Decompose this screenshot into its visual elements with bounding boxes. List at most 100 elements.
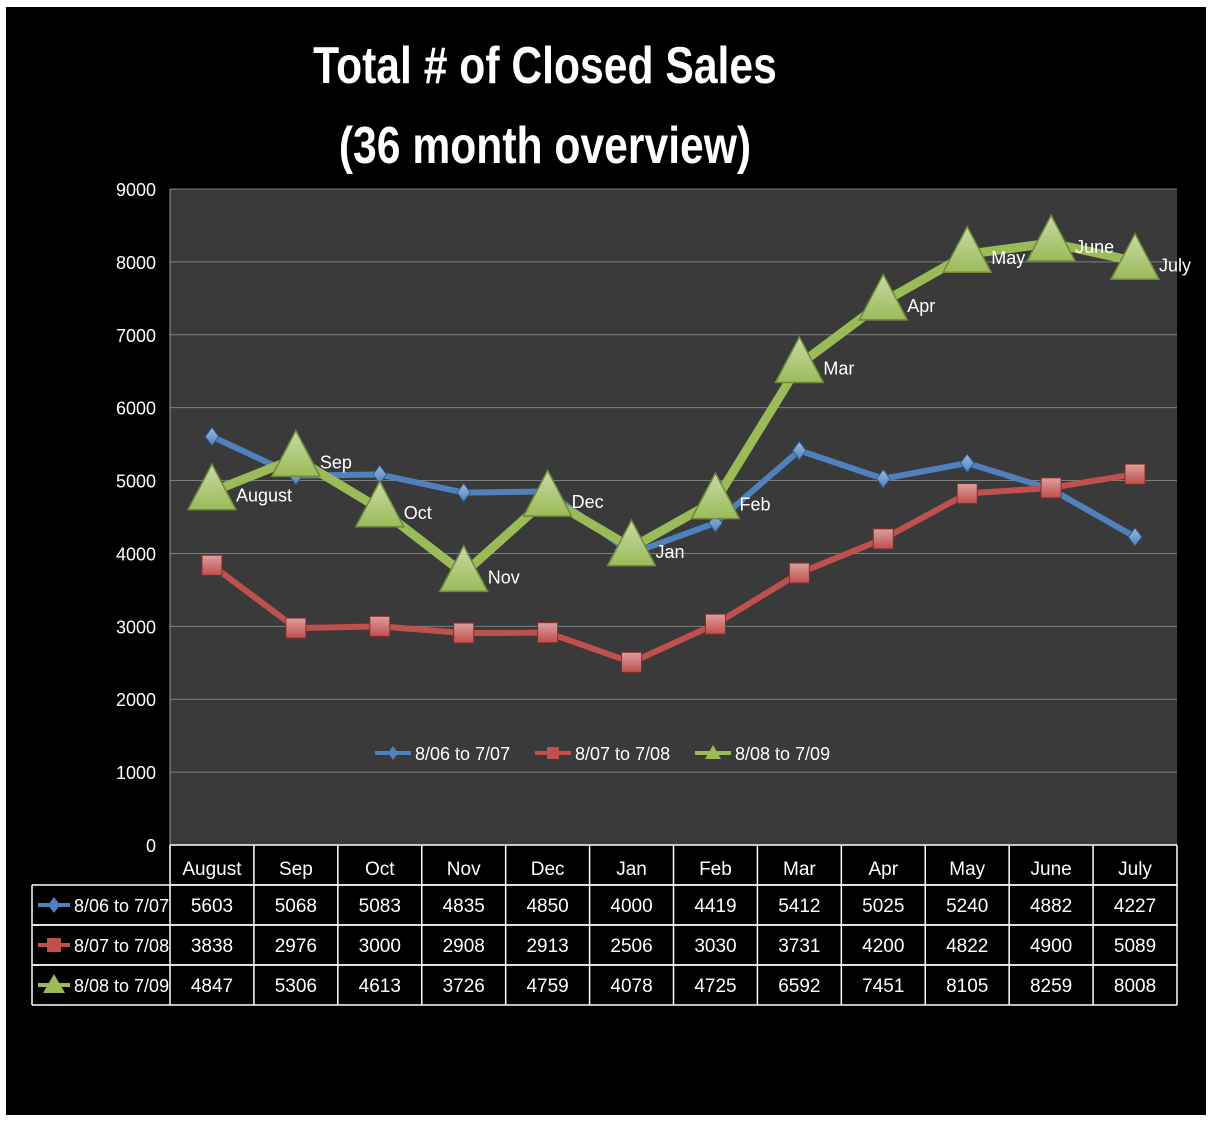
y-tick-label: 9000 [116, 180, 156, 200]
point-category-label: July [1159, 255, 1191, 275]
table-cell-value: 4200 [862, 936, 904, 957]
legend-label: 8/07 to 7/08 [575, 744, 670, 764]
category-header: July [1118, 859, 1152, 880]
series-2 [201, 463, 1146, 673]
table-cell-value: 3030 [694, 936, 736, 957]
point-category-label: May [991, 248, 1025, 268]
table-cell-value: 4835 [443, 896, 485, 917]
legend-marker [705, 745, 721, 759]
legend-label: 8/06 to 7/07 [415, 744, 510, 764]
plot-area [170, 189, 1177, 845]
data-point [858, 272, 909, 321]
category-header: Jan [616, 859, 647, 880]
data-point [788, 562, 810, 584]
data-point [204, 426, 220, 447]
table-cell-value: 2506 [610, 936, 652, 957]
table-cell-value: 5603 [191, 896, 233, 917]
data-point [201, 554, 223, 576]
chart-title: Total # of Closed Sales (36 month overvi… [98, 26, 992, 186]
table-row: 8/07 to 7/08 3838 2976 3000 2908 2913 2506 3030… [38, 936, 1156, 957]
category-header: Feb [699, 859, 732, 880]
data-point [354, 479, 406, 528]
point-category-label: Jan [656, 542, 685, 562]
table-cell-value: 4822 [946, 936, 988, 957]
series-line [208, 471, 1139, 666]
table-cell-value: 7451 [862, 976, 904, 997]
legend-key-marker [43, 974, 65, 993]
data-point [453, 622, 475, 644]
table-cell-value: 4900 [1030, 936, 1072, 957]
y-tick-label: 2000 [116, 690, 156, 710]
data-table: 8/06 to 7/07 5603 5068 5083 4835 4850 4000 4419… [31, 844, 1178, 1006]
table-cell-value: 3000 [359, 936, 401, 957]
data-point [1025, 213, 1077, 262]
table-cell-value: 4882 [1030, 896, 1072, 917]
y-tick-label: 6000 [116, 399, 156, 419]
category-header: August [182, 859, 242, 880]
data-point [792, 440, 807, 461]
point-category-label: Nov [488, 567, 520, 587]
y-tick-label: 4000 [116, 544, 156, 564]
table-cell-value: 4419 [694, 896, 736, 917]
data-point [456, 482, 472, 503]
table-cell-value: 3731 [778, 936, 820, 957]
table-cell-value: 5089 [1114, 936, 1156, 957]
y-tick-label: 7000 [116, 326, 156, 346]
data-point [956, 483, 978, 505]
table-row: 8/06 to 7/07 5603 5068 5083 4835 4850 4000 4419… [38, 896, 1156, 917]
data-point [438, 544, 489, 593]
data-point [774, 335, 825, 384]
y-tick-label: 8000 [116, 253, 156, 273]
table-cell-value: 4725 [694, 976, 736, 997]
data-point [369, 615, 391, 637]
legend-entry: 8/06 to 7/07 [375, 744, 510, 764]
y-tick-label: 5000 [116, 472, 156, 492]
table-cell-value: 2908 [443, 936, 485, 957]
data-point [690, 471, 741, 520]
table-cell-value: 5068 [275, 896, 317, 917]
series-3 [186, 213, 1161, 593]
table-cell-value: 5025 [862, 896, 904, 917]
data-point [285, 617, 307, 639]
data-point [621, 651, 643, 673]
table-cell-value: 4759 [526, 976, 568, 997]
legend-entry: 8/08 to 7/09 [695, 744, 830, 764]
table-cell-value: 4227 [1114, 896, 1156, 917]
y-tick-label: 0 [146, 836, 156, 856]
row-series-label: 8/07 to 7/08 [74, 936, 169, 956]
category-header: Sep [279, 859, 313, 880]
row-series-label: 8/08 to 7/09 [74, 976, 169, 996]
category-header: Oct [365, 859, 395, 880]
category-header: Nov [447, 859, 481, 880]
point-category-label: Oct [404, 503, 432, 523]
category-header: Dec [531, 859, 565, 880]
y-tick-label: 3000 [116, 617, 156, 637]
data-point [1127, 527, 1143, 547]
table-cell-value: 3726 [443, 976, 485, 997]
legend-marker [547, 747, 559, 759]
series-line [208, 433, 1139, 557]
table-cell-value: 2913 [526, 936, 568, 957]
data-point [1109, 232, 1161, 281]
point-category-label: Apr [907, 296, 935, 316]
data-point [959, 453, 975, 473]
table-cell-value: 4000 [610, 896, 652, 917]
legend-marker [388, 746, 398, 760]
y-tick-label: 1000 [116, 763, 156, 783]
table-cell-value: 5240 [946, 896, 988, 917]
data-point [875, 468, 891, 489]
table-cell-value: 5306 [275, 976, 317, 997]
table-cell-value: 4613 [359, 976, 401, 997]
data-point [606, 518, 657, 567]
data-point [872, 528, 894, 550]
category-header: Mar [783, 859, 816, 880]
table-cell-value: 8105 [946, 976, 988, 997]
legend-key-marker [47, 938, 61, 952]
data-point [1040, 477, 1062, 499]
point-category-label: Feb [739, 495, 770, 515]
table-row: 8/08 to 7/09 4847 5306 4613 3726 4759 4078 4725… [38, 974, 1156, 997]
table-cell-value: 4078 [610, 976, 652, 997]
data-point [1124, 463, 1146, 485]
table-cell-value: 6592 [778, 976, 820, 997]
